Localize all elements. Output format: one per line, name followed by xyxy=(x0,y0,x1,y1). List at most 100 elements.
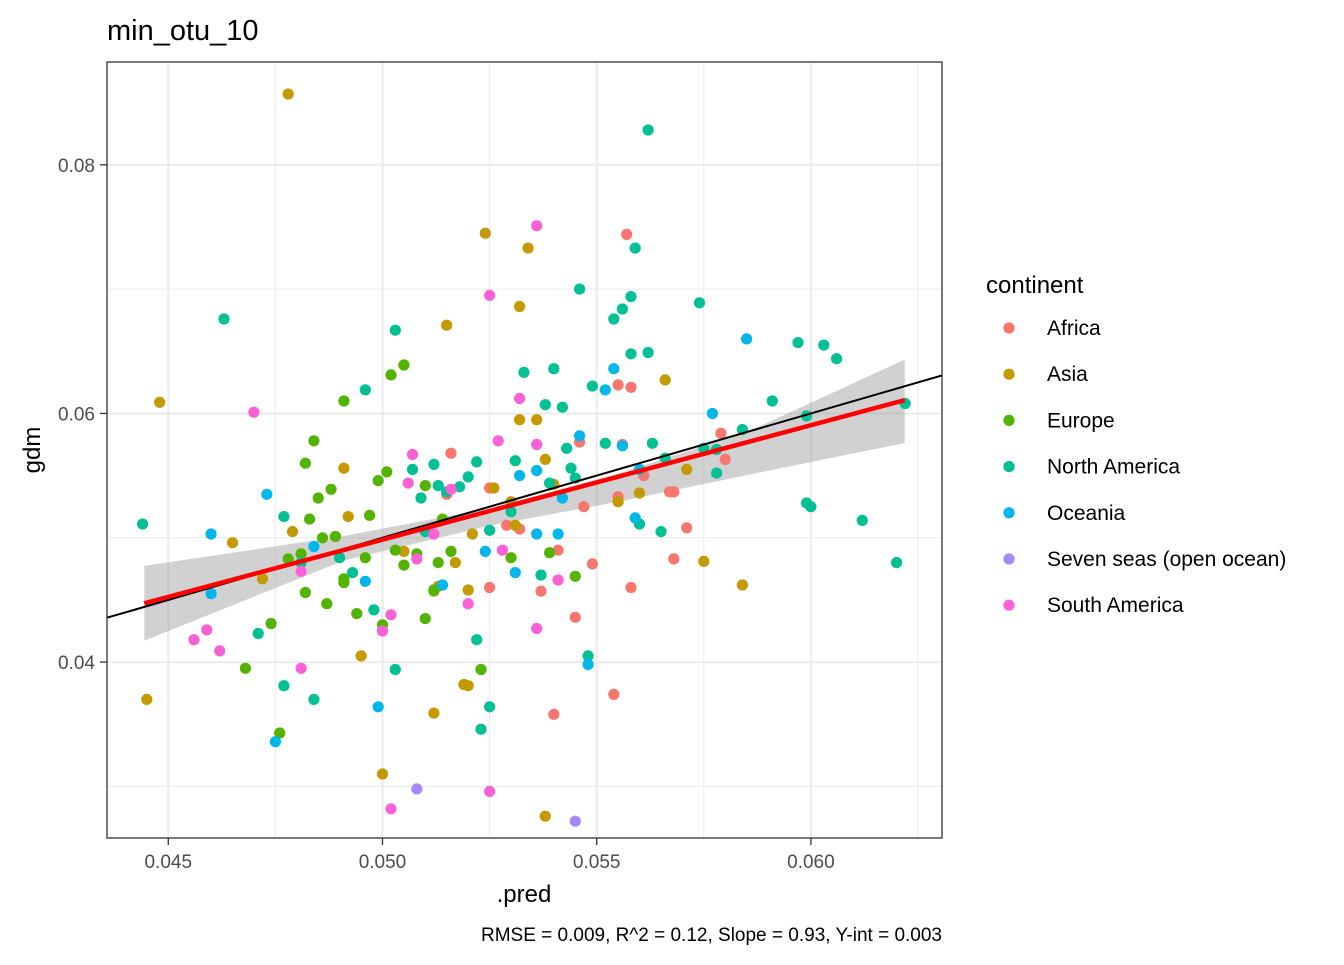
data-point xyxy=(239,662,251,674)
data-point xyxy=(201,624,213,636)
data-point xyxy=(137,518,149,530)
data-point xyxy=(376,768,389,780)
data-point xyxy=(625,291,637,303)
series-seven-seas-open-ocean xyxy=(411,783,581,827)
data-point xyxy=(432,480,444,492)
data-point xyxy=(419,613,431,625)
data-point xyxy=(321,598,333,610)
data-point xyxy=(484,701,496,713)
data-point xyxy=(599,384,611,396)
data-point xyxy=(256,573,269,585)
legend-label: Oceania xyxy=(1047,502,1126,525)
legend-label: North America xyxy=(1047,456,1180,479)
data-point xyxy=(633,487,646,499)
data-point xyxy=(462,471,474,483)
data-point xyxy=(338,576,350,589)
data-point xyxy=(462,584,474,596)
data-point xyxy=(608,363,620,375)
legend-label: Asia xyxy=(1047,363,1088,386)
data-point xyxy=(372,475,384,487)
data-point xyxy=(372,701,384,713)
series-south-america xyxy=(188,220,564,815)
data-point xyxy=(471,456,483,468)
data-point xyxy=(535,569,547,581)
data-point xyxy=(342,510,354,523)
legend-title: continent xyxy=(986,272,1084,299)
data-point xyxy=(531,414,543,426)
data-point xyxy=(629,242,641,254)
legend-label: South America xyxy=(1047,594,1184,617)
data-point xyxy=(252,627,264,640)
data-point xyxy=(509,455,521,467)
data-point xyxy=(282,88,294,100)
data-point xyxy=(248,406,260,418)
data-point xyxy=(625,381,637,393)
x-tick-label: 0.060 xyxy=(787,852,835,873)
data-point xyxy=(141,693,153,706)
data-point xyxy=(338,395,350,407)
data-point xyxy=(509,519,521,531)
regression-line xyxy=(143,397,906,606)
data-point xyxy=(766,395,778,407)
data-point xyxy=(205,588,217,600)
data-point xyxy=(625,348,637,360)
x-axis-label: .pred xyxy=(497,881,552,908)
axes: 0.045 0.050 0.055 0.060 0.04 0.06 0.08 xyxy=(58,156,835,873)
data-point xyxy=(428,528,440,540)
legend-label: Seven seas (open ocean) xyxy=(1047,548,1286,571)
data-point xyxy=(411,553,423,565)
data-point xyxy=(681,463,693,475)
data-point xyxy=(646,437,659,449)
data-point xyxy=(449,557,461,569)
data-point xyxy=(441,319,453,331)
data-point xyxy=(398,559,410,571)
data-point xyxy=(304,513,316,525)
data-point xyxy=(805,501,817,513)
data-point xyxy=(282,553,294,565)
x-tick-label: 0.045 xyxy=(144,852,192,873)
data-point xyxy=(286,526,299,538)
data-point xyxy=(484,785,496,798)
data-point xyxy=(475,663,487,676)
data-point xyxy=(586,558,599,570)
data-point xyxy=(278,680,290,692)
data-point xyxy=(406,463,419,475)
data-point xyxy=(364,509,376,521)
data-point xyxy=(531,220,543,232)
data-point xyxy=(385,369,397,381)
data-point xyxy=(411,783,423,795)
series-north-america xyxy=(137,124,911,735)
data-point xyxy=(398,545,410,558)
data-point xyxy=(466,528,478,540)
data-point xyxy=(539,810,551,822)
data-point xyxy=(582,650,594,662)
data-point xyxy=(565,462,577,474)
data-point xyxy=(154,396,166,408)
data-point xyxy=(334,552,346,564)
data-point xyxy=(574,283,586,295)
data-point xyxy=(514,470,526,482)
data-point xyxy=(616,303,629,315)
data-point xyxy=(299,586,311,599)
data-point xyxy=(432,557,444,569)
data-point xyxy=(274,727,286,739)
data-point xyxy=(415,492,427,504)
data-point xyxy=(831,353,843,365)
data-point xyxy=(445,447,457,459)
panel-border xyxy=(106,61,943,839)
data-point xyxy=(295,565,307,577)
x-tick-label: 0.055 xyxy=(573,852,621,873)
data-point xyxy=(299,457,311,469)
legend: continent Africa Asia Europe North America O… xyxy=(986,272,1286,617)
data-point xyxy=(856,514,868,527)
data-point xyxy=(428,458,440,470)
plot-background xyxy=(107,62,942,838)
data-point xyxy=(668,486,680,498)
data-point xyxy=(329,530,341,543)
data-point xyxy=(496,544,508,556)
data-point xyxy=(214,645,226,657)
data-point xyxy=(278,510,290,523)
data-point xyxy=(505,552,517,564)
